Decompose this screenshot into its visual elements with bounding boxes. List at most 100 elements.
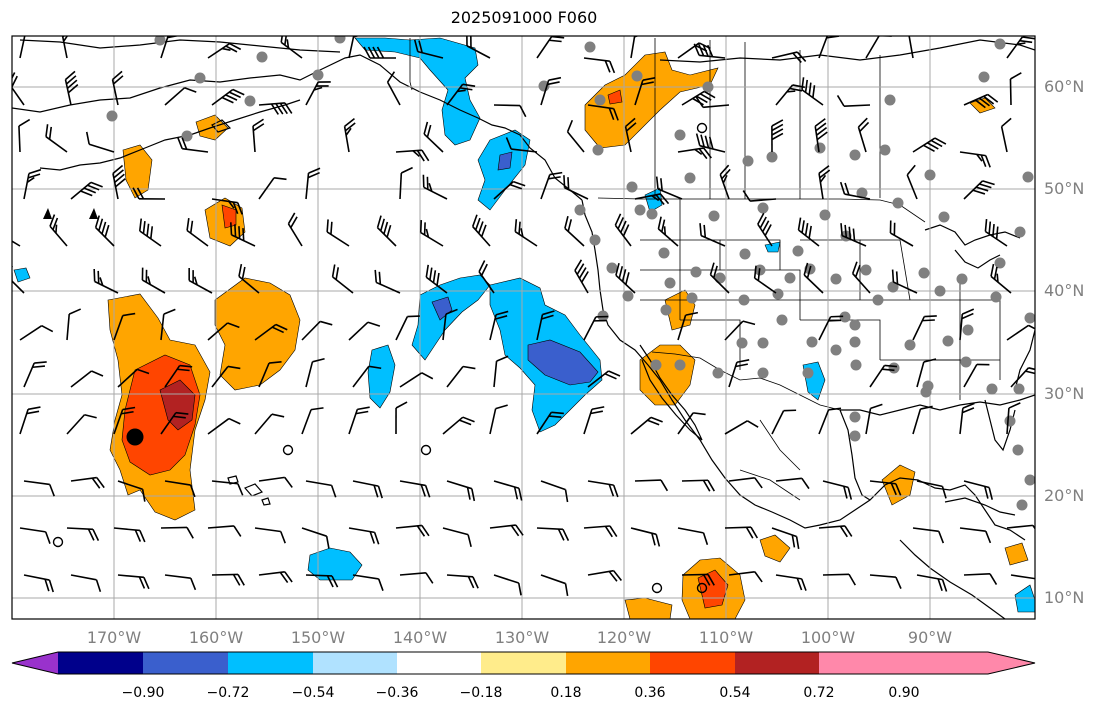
surface-station-dot	[708, 210, 720, 222]
surface-station-dot	[584, 41, 596, 53]
central-america-coastline	[899, 539, 1006, 619]
wind-barb	[655, 176, 683, 200]
wind-barb	[536, 527, 570, 541]
wind-barb	[959, 308, 975, 341]
wind-barb	[117, 368, 150, 388]
surface-station-dot	[830, 344, 842, 356]
wind-barb	[446, 480, 476, 502]
wind-barb	[207, 322, 240, 341]
colorbar-tick-label: 0.18	[550, 685, 581, 701]
wind-barb	[188, 268, 213, 294]
surface-station-dot	[1012, 444, 1024, 456]
negative-anomaly-region	[764, 241, 781, 253]
wind-barb	[23, 168, 42, 200]
wind-barb	[728, 570, 763, 583]
wind-barb	[693, 43, 726, 59]
surface-station-dot	[1022, 171, 1034, 183]
wind-barb	[160, 308, 176, 341]
wind-barb	[254, 527, 286, 544]
negative-anomaly-region	[497, 151, 513, 171]
cuba-coastline	[944, 497, 1016, 516]
wind-barb	[1006, 36, 1035, 59]
colorbar-tick-label: −0.36	[376, 685, 419, 701]
gulf-coastline	[840, 394, 1035, 416]
wind-barb	[489, 404, 508, 435]
wind-barb	[132, 187, 166, 200]
surface-station-dot	[960, 356, 972, 368]
colorbar-segment	[58, 652, 143, 674]
wind-barb	[70, 370, 104, 388]
wind-barb	[352, 480, 383, 499]
wind-barb	[352, 365, 382, 388]
surface-station-dot	[849, 149, 861, 161]
wind-barb	[113, 312, 136, 341]
wind-barb	[657, 216, 679, 247]
wind-barb	[771, 119, 784, 153]
aleutian-coastline	[39, 99, 301, 171]
wind-barb	[61, 36, 73, 59]
surface-station-dot	[849, 336, 861, 348]
surface-station-dot	[1014, 226, 1026, 238]
wind-barb	[399, 480, 431, 498]
wind-barb	[66, 308, 82, 341]
wind-barb	[176, 136, 209, 153]
wind-barb	[254, 413, 285, 435]
wind-barb	[889, 220, 914, 247]
wind-barb	[207, 525, 242, 537]
map-panel[interactable]	[0, 24, 1043, 619]
wind-barb	[742, 190, 777, 202]
surface-station-dot	[631, 70, 643, 82]
longitude-tick-label: 90°W	[908, 628, 952, 647]
wind-barb	[117, 480, 146, 502]
latitude-tick-label: 20°N	[1044, 486, 1084, 505]
surface-station-dot	[686, 292, 698, 304]
surface-station-dot	[888, 362, 900, 374]
surface-station-dot	[757, 202, 769, 214]
surface-station-dot	[712, 367, 724, 379]
wind-barb	[85, 131, 115, 153]
island	[243, 483, 264, 497]
wind-barb	[160, 526, 194, 539]
wind-barb	[363, 46, 397, 59]
wind-barb	[395, 315, 420, 341]
wind-barb	[164, 87, 197, 106]
wind-barb	[587, 480, 619, 498]
surface-station-dot	[742, 155, 754, 167]
wind-barb	[301, 407, 324, 435]
colorbar-segment	[481, 652, 566, 674]
positive-anomaly-region	[1004, 542, 1029, 566]
wind-barb	[771, 409, 797, 435]
wind-barb	[681, 573, 715, 586]
wind-barb	[211, 198, 243, 215]
wind-barb	[238, 263, 260, 294]
latitude-axis: 60°N 50°N 40°N 30°N 20°N 10°N	[1044, 77, 1084, 607]
wind-barb	[18, 118, 31, 153]
wind-barb	[719, 164, 731, 200]
wind-barb	[23, 574, 55, 593]
wind-barb	[374, 269, 401, 294]
wind-barb	[258, 571, 293, 584]
wind-barb	[442, 308, 458, 341]
wind-barb	[536, 310, 555, 341]
wind-barb	[963, 573, 998, 585]
wind-barb	[959, 527, 992, 544]
colorbar-tick-label: −0.54	[292, 685, 335, 701]
wind-barb	[1000, 117, 1012, 153]
longitude-tick-label: 100°W	[801, 628, 856, 647]
wind-barb	[258, 102, 293, 115]
surface-station-dot	[962, 324, 974, 336]
wind-barb	[23, 361, 47, 388]
surface-station-dot	[792, 245, 804, 257]
wind-barb	[399, 372, 434, 388]
wind-barb	[186, 218, 209, 247]
wind-barb	[70, 181, 103, 200]
wind-barb	[94, 215, 115, 247]
map-frame	[11, 35, 1036, 620]
positive-anomaly-region	[607, 89, 623, 105]
wind-barb	[677, 412, 706, 435]
wind-barb	[724, 526, 759, 539]
wind-barb	[771, 527, 800, 549]
wind-barb	[446, 574, 479, 589]
wind-barb	[305, 480, 337, 498]
wind-barb	[211, 88, 245, 106]
